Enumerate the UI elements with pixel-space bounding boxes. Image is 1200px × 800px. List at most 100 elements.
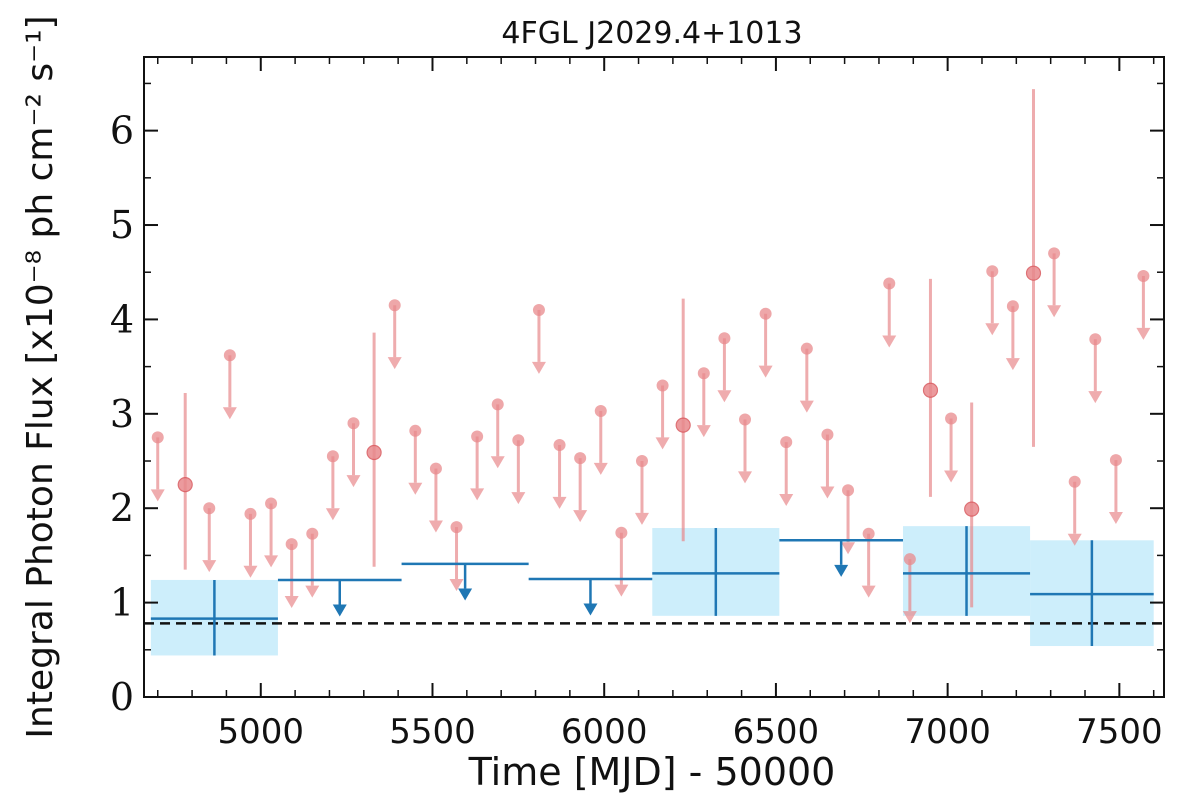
upper-limit-arrowhead: [902, 611, 917, 624]
upper-limit-arrowhead: [573, 510, 588, 523]
upper-limit-point: [883, 277, 896, 290]
upper-limit-point: [574, 452, 587, 465]
y-axis-label: Integral Photon Flux [x10⁻⁸ ph cm⁻² s⁻¹]: [20, 15, 61, 738]
detection-point: [675, 417, 691, 433]
long-bin-ul-arrowhead: [834, 564, 849, 577]
y-tick-label: 6: [110, 109, 134, 153]
upper-limit-point: [223, 349, 236, 362]
upper-limit-arrowhead: [1088, 391, 1103, 404]
upper-limit-arrowhead: [944, 470, 959, 483]
upper-limit-point: [945, 412, 958, 425]
upper-limit-point: [903, 553, 916, 566]
upper-limit-arrowhead: [531, 361, 546, 374]
upper-limit-arrowhead: [779, 494, 794, 507]
long-bin-ul-arrowhead: [583, 603, 598, 616]
y-tick-label: 5: [110, 203, 134, 247]
upper-limit-point: [409, 424, 422, 437]
upper-limit-point: [388, 299, 401, 312]
upper-limit-point: [862, 527, 875, 540]
x-axis-label: Time [MJD] - 50000: [468, 750, 836, 794]
upper-limit-point: [1137, 269, 1150, 282]
upper-limit-arrowhead: [449, 579, 464, 592]
detection-point: [922, 382, 939, 398]
upper-limit-arrowhead: [264, 555, 279, 568]
upper-limit-arrowhead: [820, 486, 835, 499]
upper-limit-point: [532, 303, 545, 316]
upper-limit-arrowhead: [1108, 511, 1123, 524]
upper-limit-arrowhead: [655, 437, 670, 450]
upper-limit-arrowhead: [696, 425, 711, 438]
upper-limit-point: [739, 413, 752, 426]
upper-limit-arrowhead: [325, 508, 340, 521]
upper-limit-point: [1006, 300, 1019, 313]
upper-limit-point: [615, 526, 628, 539]
long-bin-bands: [150, 526, 1154, 656]
upper-limit-point: [450, 521, 463, 534]
upper-limit-arrowhead: [284, 595, 299, 608]
upper-limit-arrowhead: [758, 365, 773, 378]
upper-limit-arrowhead: [408, 482, 423, 495]
upper-limit-point: [203, 502, 216, 515]
upper-limit-point: [697, 367, 710, 380]
upper-limit-arrowhead: [150, 489, 165, 502]
upper-limit-arrowhead: [634, 512, 649, 525]
upper-limit-point: [842, 484, 855, 497]
upper-limit-arrowhead: [511, 492, 526, 505]
upper-limit-point: [759, 307, 772, 320]
x-tick-label: 7000: [904, 712, 991, 752]
upper-limit-point: [1109, 454, 1122, 467]
upper-limit-arrowhead: [346, 475, 361, 488]
upper-limit-point: [265, 497, 278, 510]
upper-limit-point: [1048, 247, 1061, 260]
upper-limit-point: [429, 462, 442, 475]
upper-limit-point: [635, 455, 648, 468]
chart-title: 4FGL J2029.4+1013: [501, 16, 802, 51]
upper-limit-point: [347, 417, 360, 430]
upper-limit-point: [512, 434, 525, 447]
upper-limit-point: [656, 379, 669, 392]
upper-limit-point: [491, 398, 504, 411]
upper-limit-point: [1089, 333, 1102, 346]
upper-limit-arrowhead: [222, 407, 237, 420]
x-tick-label: 7500: [1076, 712, 1163, 752]
x-tick-label: 6500: [733, 712, 820, 752]
long-bin-ul-arrowhead: [332, 604, 347, 617]
upper-limit-arrowhead: [387, 357, 402, 370]
y-tick-label: 4: [110, 297, 134, 341]
upper-limit-point: [821, 428, 834, 441]
upper-limit-point: [1068, 475, 1081, 488]
upper-limit-point: [594, 404, 607, 417]
upper-limit-arrowhead: [243, 565, 258, 578]
short-bin-upper-limits: [150, 247, 1151, 624]
upper-limit-point: [306, 527, 319, 540]
detection-point: [177, 477, 193, 493]
upper-limit-arrowhead: [717, 390, 732, 403]
upper-limit-arrowhead: [202, 560, 217, 573]
detection-point: [1025, 265, 1042, 281]
short-bin-detections: [177, 89, 1042, 608]
upper-limit-point: [471, 430, 484, 443]
upper-limit-arrowhead: [799, 400, 814, 413]
upper-limit-point: [718, 332, 731, 345]
upper-limit-arrowhead: [738, 471, 753, 484]
plot-frame: [143, 56, 1165, 698]
y-tick-label: 0: [110, 675, 134, 719]
upper-limit-point: [800, 342, 813, 355]
y-tick-label: 2: [110, 486, 134, 530]
upper-limit-arrowhead: [428, 520, 443, 533]
y-tick-label: 1: [110, 581, 134, 625]
upper-limit-arrowhead: [614, 584, 629, 597]
upper-limit-point: [285, 538, 298, 551]
detection-point: [366, 444, 382, 461]
upper-limit-arrowhead: [305, 585, 320, 598]
upper-limit-arrowhead: [882, 335, 897, 348]
upper-limit-point: [326, 450, 339, 463]
x-tick-label: 5000: [218, 712, 305, 752]
upper-limit-point: [986, 265, 999, 278]
y-tick-label: 3: [110, 392, 134, 436]
upper-limit-arrowhead: [861, 585, 876, 598]
x-tick-label: 5500: [389, 712, 476, 752]
upper-limit-arrowhead: [490, 456, 505, 469]
upper-limit-arrowhead: [841, 542, 856, 555]
